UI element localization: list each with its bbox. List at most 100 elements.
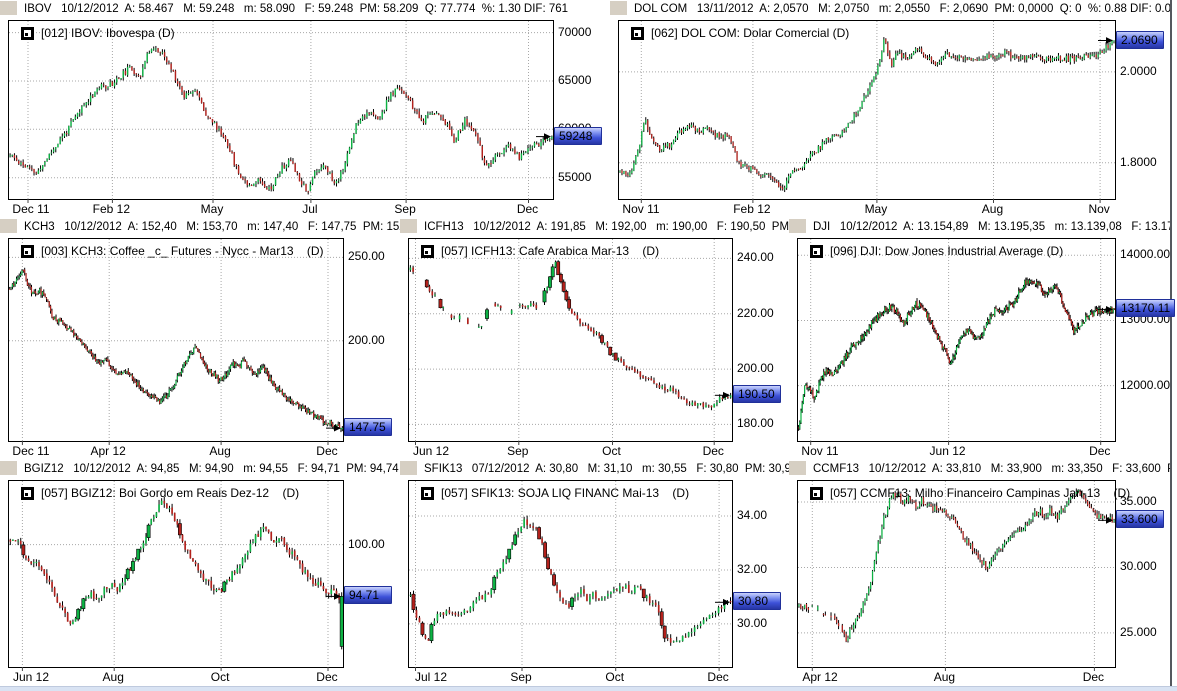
chart-panel-ibov: IBOV 10/12/2012 A: 58.467 M: 59.248 m: 5… [0, 0, 610, 218]
candlestick-canvas[interactable] [9, 481, 344, 671]
legend-checkbox-inner [24, 247, 31, 255]
window-icon[interactable] [0, 461, 17, 475]
x-axis-label: Feb 12 [733, 202, 771, 216]
x-axis-label: Jul 12 [414, 670, 448, 684]
window-icon[interactable] [789, 219, 806, 233]
x-axis-label: Jun 12 [12, 670, 50, 684]
chart-panel-sfik13: SFIK13 07/12/2012 A: 30,80 M: 31,10 m: 3… [400, 460, 789, 686]
window-edge-strip [0, 686, 1177, 691]
chart-legend: [057] CCMF13: Milho Financeiro Campinas … [810, 486, 1130, 500]
panel-header: DJI 10/12/2012 A: 13.154,89 M: 13.195,35… [789, 218, 1170, 238]
window-icon[interactable] [789, 461, 806, 475]
y-axis-label: 250.00 [348, 249, 385, 264]
chart-plot-area[interactable]: [057] SFIK13: SOJA LIQ FINANC Mai-13 (D) [408, 480, 733, 671]
legend-checkbox-icon[interactable] [631, 26, 644, 40]
chart-plot-area[interactable]: [057] BGIZ12: Boi Gordo em Reais Dez-12 … [8, 480, 344, 671]
last-price-badge: 190.50 [733, 385, 781, 404]
x-axis-label: Aug [933, 670, 956, 684]
legend-checkbox-icon[interactable] [810, 486, 823, 500]
chart-plot-area[interactable]: [062] DOL COM: Dolar Comercial (D) [618, 20, 1116, 203]
legend-label: [003] KCH3: Coffee _c_ Futures - Nycc - … [41, 244, 324, 258]
chart-panel-bgiz12: BGIZ12 10/12/2012 A: 94,85 M: 94,90 m: 9… [0, 460, 400, 686]
last-price-badge: 59248 [554, 126, 602, 145]
x-axis-label: Jun 12 [412, 444, 450, 458]
candlestick-canvas[interactable] [409, 239, 732, 445]
quote-summary: DOL COM 13/11/2012 A: 2,0570 M: 2,0750 m… [634, 3, 1170, 15]
x-axis-label: Oct [602, 444, 621, 458]
legend-label: [057] ICFH13: Cafe Arabica Mar-13 (D) [441, 244, 660, 258]
legend-checkbox-icon[interactable] [421, 244, 434, 258]
x-axis-label: Dec [516, 202, 539, 216]
chart-plot-area[interactable]: [096] DJI: Dow Jones Industrial Average … [797, 238, 1116, 445]
candlestick-canvas[interactable] [619, 21, 1115, 203]
x-axis-label: Dec [707, 670, 729, 684]
legend-checkbox-icon[interactable] [21, 244, 34, 258]
legend-checkbox-icon[interactable] [21, 486, 34, 500]
panel-header: SFIK13 07/12/2012 A: 30,80 M: 31,10 m: 3… [400, 460, 789, 480]
window-icon[interactable] [0, 1, 17, 15]
quote-summary: ICFH13 10/12/2012 A: 191,85 M: 192,00 m:… [424, 221, 789, 233]
legend-checkbox-inner [634, 29, 641, 37]
y-axis-label: 200.00 [737, 361, 774, 376]
window-icon[interactable] [0, 219, 17, 233]
chart-plot-area[interactable]: [057] CCMF13: Milho Financeiro Campinas … [797, 480, 1130, 671]
last-price-badge: 13170.11 [1116, 299, 1176, 318]
chart-plot-area[interactable]: [057] ICFH13: Cafe Arabica Mar-13 (D) [408, 238, 733, 445]
chart-panel-ccmf13: CCMF13 10/12/2012 A: 33,810 M: 33,900 m:… [789, 460, 1172, 686]
x-axis-label: Oct [605, 670, 625, 684]
y-axis-label: 180.00 [737, 416, 774, 431]
chart-plot-area[interactable]: [012] IBOV: Ibovespa (D) [8, 20, 554, 203]
quote-summary: BGIZ12 10/12/2012 A: 94,85 M: 94,90 m: 9… [24, 463, 400, 475]
chart-legend: [062] DOL COM: Dolar Comercial (D) [631, 26, 849, 40]
candlestick-canvas[interactable] [798, 481, 1115, 671]
x-axis-label: Sep [510, 670, 532, 684]
candlestick-canvas[interactable] [9, 239, 343, 445]
x-axis-label: May [200, 202, 224, 216]
legend-checkbox-icon[interactable] [810, 244, 823, 258]
x-axis-label: Oct [210, 670, 230, 684]
candlestick-canvas[interactable] [409, 481, 732, 671]
y-axis-label: 32.00 [737, 561, 768, 576]
x-axis-label: Dec [1082, 670, 1105, 684]
quote-summary: KCH3 10/12/2012 A: 152,40 M: 153,70 m: 1… [24, 221, 400, 233]
panel-header: IBOV 10/12/2012 A: 58.467 M: 59.248 m: 5… [0, 0, 610, 20]
panel-header: CCMF13 10/12/2012 A: 33,810 M: 33,900 m:… [789, 460, 1170, 480]
last-price-badge: 147.75 [344, 418, 392, 437]
chart-panel-icfh13: ICFH13 10/12/2012 A: 191,85 M: 192,00 m:… [400, 218, 789, 460]
x-axis-label: Feb 12 [92, 202, 131, 216]
window-icon[interactable] [610, 1, 627, 15]
legend-checkbox-icon[interactable] [421, 486, 434, 500]
x-axis-label: Jun 12 [929, 444, 966, 458]
y-axis-label: 240.00 [737, 250, 774, 265]
legend-checkbox-inner [424, 489, 431, 497]
window-icon[interactable] [400, 219, 417, 233]
legend-label: [057] CCMF13: Milho Financeiro Campinas … [830, 486, 1131, 500]
y-axis-label: 12000.00 [1120, 377, 1171, 392]
x-axis-label: Aug [102, 670, 124, 684]
chart-legend: [057] ICFH13: Cafe Arabica Mar-13 (D) [421, 244, 659, 258]
y-axis-label: 1.8000 [1120, 154, 1157, 169]
legend-checkbox-icon[interactable] [21, 26, 34, 40]
legend-checkbox-inner [424, 247, 431, 255]
panel-header: KCH3 10/12/2012 A: 152,40 M: 153,70 m: 1… [0, 218, 400, 238]
y-axis-label: 30.00 [737, 615, 768, 630]
y-axis-label: 100.00 [348, 536, 385, 551]
quote-summary: CCMF13 10/12/2012 A: 33,810 M: 33,900 m:… [813, 463, 1170, 475]
y-axis-label: 14000.00 [1120, 247, 1171, 262]
x-axis-label: Dec 11 [12, 444, 50, 458]
chart-plot-area[interactable]: [003] KCH3: Coffee _c_ Futures - Nycc - … [8, 238, 344, 445]
chart-panel-kch3: KCH3 10/12/2012 A: 152,40 M: 153,70 m: 1… [0, 218, 400, 460]
candlestick-canvas[interactable] [798, 239, 1115, 445]
candlestick-canvas[interactable] [9, 21, 553, 203]
x-axis-label: Dec 11 [12, 202, 50, 216]
x-axis-label: Apr 12 [90, 444, 126, 458]
panel-header: ICFH13 10/12/2012 A: 191,85 M: 192,00 m:… [400, 218, 789, 238]
chart-panel-dji: DJI 10/12/2012 A: 13.154,89 M: 13.195,35… [789, 218, 1176, 460]
x-axis-label: May [864, 202, 888, 216]
panel-header: DOL COM 13/11/2012 A: 2,0570 M: 2,0750 m… [610, 0, 1170, 20]
legend-label: [096] DJI: Dow Jones Industrial Average … [830, 244, 1064, 258]
window-icon[interactable] [400, 461, 417, 475]
legend-checkbox-inner [813, 247, 820, 255]
legend-checkbox-inner [24, 29, 31, 37]
